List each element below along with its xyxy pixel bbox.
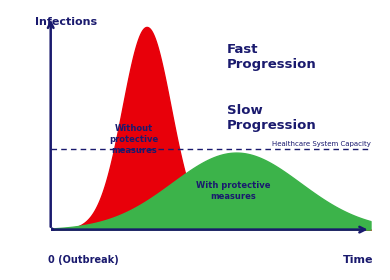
Text: 0 (Outbreak): 0 (Outbreak) <box>48 255 118 265</box>
Text: With protective
measures: With protective measures <box>196 181 270 201</box>
Text: Without
protective
measures: Without protective measures <box>109 124 158 155</box>
Text: Fast
Progression: Fast Progression <box>227 43 316 71</box>
Text: Time: Time <box>343 255 374 265</box>
Text: Healthcare System Capacity: Healthcare System Capacity <box>271 141 370 146</box>
Text: Slow
Progression: Slow Progression <box>227 104 316 132</box>
Text: Infections: Infections <box>35 17 97 27</box>
